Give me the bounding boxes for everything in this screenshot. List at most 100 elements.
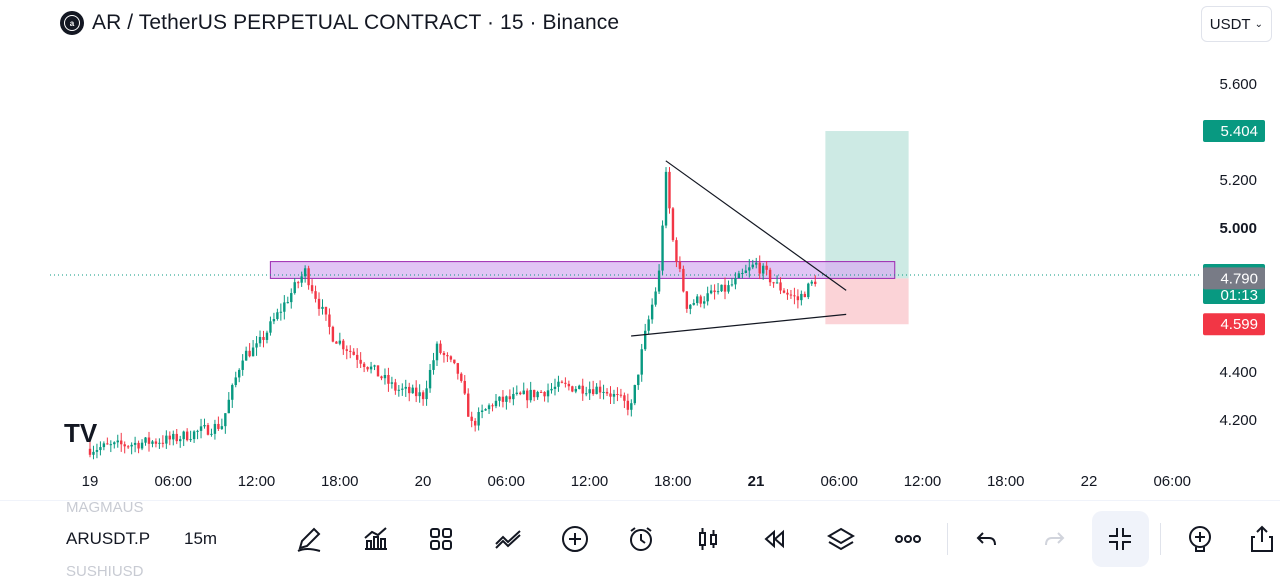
candle-up xyxy=(144,437,147,443)
candle-up xyxy=(644,330,647,350)
bottom-toolbar: MAGMAUS ARUSDT.P SUSHIUSD 15m xyxy=(0,499,1280,580)
candle-up xyxy=(172,433,175,440)
candle-down xyxy=(671,208,675,241)
symbol-previous[interactable]: MAGMAUS xyxy=(66,499,144,516)
candle-up xyxy=(116,440,119,443)
candle-up xyxy=(741,272,744,274)
candle-down xyxy=(473,420,477,426)
candle-up xyxy=(709,290,713,294)
candle-type-icon[interactable] xyxy=(690,521,726,557)
layers-icon[interactable] xyxy=(823,521,859,557)
candle-down xyxy=(467,393,470,417)
position-profit-zone[interactable] xyxy=(825,131,909,279)
candle-up xyxy=(494,400,498,407)
candle-up xyxy=(251,347,255,357)
candle-down xyxy=(453,359,456,364)
alert-clock-icon[interactable] xyxy=(623,521,659,557)
candle-down xyxy=(685,291,689,309)
symbol-next[interactable]: SUSHIUSD xyxy=(66,563,144,580)
candle-down xyxy=(206,425,210,435)
undo-icon[interactable] xyxy=(969,521,1005,557)
candle-down xyxy=(376,365,380,377)
price-badge-stop-loss xyxy=(1203,313,1265,336)
candle-down xyxy=(359,359,362,364)
candle-up xyxy=(244,350,248,361)
candle-up xyxy=(279,311,283,313)
share-icon[interactable] xyxy=(1244,521,1280,557)
resistance-zone[interactable] xyxy=(269,261,896,279)
candle-up xyxy=(238,369,241,378)
candle-down xyxy=(609,393,612,397)
interval-selector[interactable]: 15m xyxy=(184,529,218,548)
candle-up xyxy=(227,399,230,414)
templates-grid-icon[interactable] xyxy=(423,521,459,557)
add-zoom-icon[interactable] xyxy=(1182,521,1218,557)
indicators-icon[interactable] xyxy=(357,521,393,557)
candle-up xyxy=(480,410,484,412)
candle-up xyxy=(432,360,435,370)
trendline-descending[interactable] xyxy=(665,160,847,291)
candle-up xyxy=(515,392,519,394)
compare-icon[interactable] xyxy=(490,521,526,557)
candle-up xyxy=(265,332,269,340)
position-loss-zone[interactable] xyxy=(825,278,909,325)
x-axis-tick: 06:00 xyxy=(1153,473,1191,490)
candle-up xyxy=(557,381,560,387)
candle-up xyxy=(234,377,237,386)
candle-down xyxy=(526,390,529,401)
trendline-ascending[interactable] xyxy=(631,313,847,337)
candle-down xyxy=(310,285,314,292)
candle-down xyxy=(394,382,397,391)
candle-up xyxy=(761,265,765,274)
candle-up xyxy=(512,393,515,400)
candle-up xyxy=(810,281,813,284)
candle-up xyxy=(338,340,342,344)
drawing-pencil-icon[interactable] xyxy=(291,521,327,557)
candle-down xyxy=(814,281,817,285)
candle-down xyxy=(591,389,595,395)
candle-down xyxy=(352,351,355,355)
candle-down xyxy=(567,383,571,387)
candle-up xyxy=(737,273,741,279)
candle-up xyxy=(290,293,293,303)
candle-down xyxy=(699,296,702,304)
candle-down xyxy=(317,298,321,309)
candle-down xyxy=(126,446,130,448)
add-circle-icon[interactable] xyxy=(557,521,593,557)
candle-up xyxy=(775,282,779,284)
candle-up xyxy=(807,283,810,298)
candle-up xyxy=(151,441,154,444)
candle-down xyxy=(456,363,460,374)
candle-up xyxy=(696,296,699,304)
y-axis-tick: 4.200 xyxy=(1219,412,1257,429)
candle-down xyxy=(297,282,300,284)
candle-down xyxy=(581,385,584,394)
candle-up xyxy=(300,276,303,283)
replay-icon[interactable] xyxy=(756,521,792,557)
x-axis-tick: 06:00 xyxy=(487,473,525,490)
candle-up xyxy=(637,374,640,386)
x-axis-tick: 12:00 xyxy=(238,473,276,490)
candle-down xyxy=(408,386,411,394)
candle-down xyxy=(88,448,92,455)
candle-up xyxy=(109,444,113,446)
candle-up xyxy=(744,270,748,273)
candle-up xyxy=(255,343,258,348)
candle-up xyxy=(484,409,487,411)
candle-down xyxy=(123,444,126,447)
candle-down xyxy=(571,386,574,392)
symbol-selector[interactable]: ARUSDT.P xyxy=(66,529,151,548)
candle-up xyxy=(283,302,286,312)
chevron-down-icon: ⌄ xyxy=(1254,18,1263,30)
collapse-icon[interactable] xyxy=(1102,521,1138,557)
redo-icon[interactable] xyxy=(1036,521,1072,557)
price-chart[interactable]: TV5.6005.2005.0004.4004.2005.4044.80401:… xyxy=(0,0,1280,500)
candle-up xyxy=(661,225,664,271)
currency-label: USDT xyxy=(1209,15,1251,33)
candle-down xyxy=(560,381,564,383)
candle-down xyxy=(539,391,543,393)
candle-down xyxy=(765,265,768,270)
currency-selector[interactable]: USDT ⌄ xyxy=(1200,6,1272,42)
more-icon[interactable] xyxy=(890,521,926,557)
candle-up xyxy=(390,382,394,384)
